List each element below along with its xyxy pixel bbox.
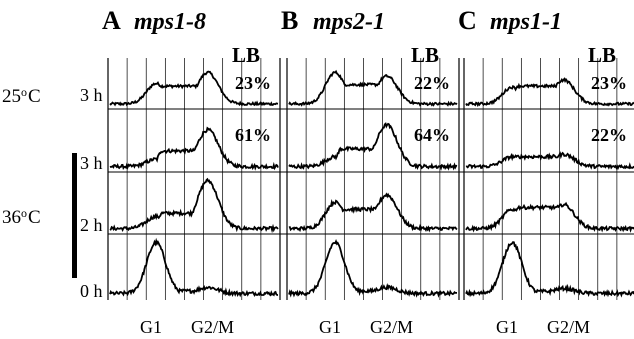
panel-C-percent-2: 22% [591, 125, 627, 145]
panel-C-percent-1: 23% [591, 73, 627, 93]
panel-C-xtick-g2m: G2/M [547, 317, 591, 337]
panel-letter-C: C [458, 6, 477, 35]
histogram-A-row-3 [109, 177, 279, 234]
panel-B-percent-1: 22% [414, 73, 450, 93]
degree-symbol: o [21, 85, 27, 99]
panel-C-lb-label: LB [588, 43, 617, 67]
histogram-A-row-4 [109, 237, 278, 298]
temperature-label-1: 25oC [2, 86, 41, 106]
histogram-B-row-1 [288, 69, 458, 107]
temperature-label-2: 36oC [2, 207, 41, 227]
histogram-C-row-2 [465, 151, 634, 171]
panel-A-lb-label: LB [232, 43, 261, 67]
histogram-B-row-2 [288, 122, 458, 171]
histogram-C-row-1 [465, 77, 634, 108]
panel-strain-A: mps1-8 [134, 9, 206, 35]
temperature-value: 36 [2, 207, 21, 228]
histogram-B-row-3 [288, 192, 458, 233]
panel-B-lb-label: LB [411, 43, 440, 67]
temperature-value: 25 [2, 86, 21, 107]
temperature-unit: C [28, 86, 41, 107]
histogram-A-row-2 [109, 126, 279, 171]
panel-strain-B: mps2-1 [313, 9, 385, 35]
temperature-shift-bar [72, 153, 77, 278]
row-time-label-2: 3 h [80, 153, 103, 173]
histogram-C-row-4 [465, 241, 634, 298]
panel-letter-A: A [102, 6, 121, 35]
panel-C-xtick-g1: G1 [496, 317, 518, 337]
panel-A-percent-1: 23% [235, 73, 271, 93]
panel-B-xtick-g2m: G2/M [370, 317, 414, 337]
row-time-label-4: 0 h [80, 281, 103, 301]
row-time-label-3: 2 h [80, 215, 103, 235]
histogram-C-row-3 [465, 201, 634, 233]
row-time-label-1: 3 h [80, 85, 103, 105]
panel-B-percent-2: 64% [414, 125, 450, 145]
panel-A-xtick-g1: G1 [140, 317, 162, 337]
panel-letter-B: B [281, 6, 299, 35]
panel-strain-C: mps1-1 [490, 9, 562, 35]
histogram-B-row-4 [288, 239, 457, 298]
temperature-unit: C [28, 207, 41, 228]
panel-A-percent-2: 61% [235, 125, 271, 145]
histogram-A-row-1 [109, 70, 279, 107]
degree-symbol: o [21, 206, 27, 220]
panel-A-xtick-g2m: G2/M [191, 317, 235, 337]
panel-B-xtick-g1: G1 [319, 317, 341, 337]
